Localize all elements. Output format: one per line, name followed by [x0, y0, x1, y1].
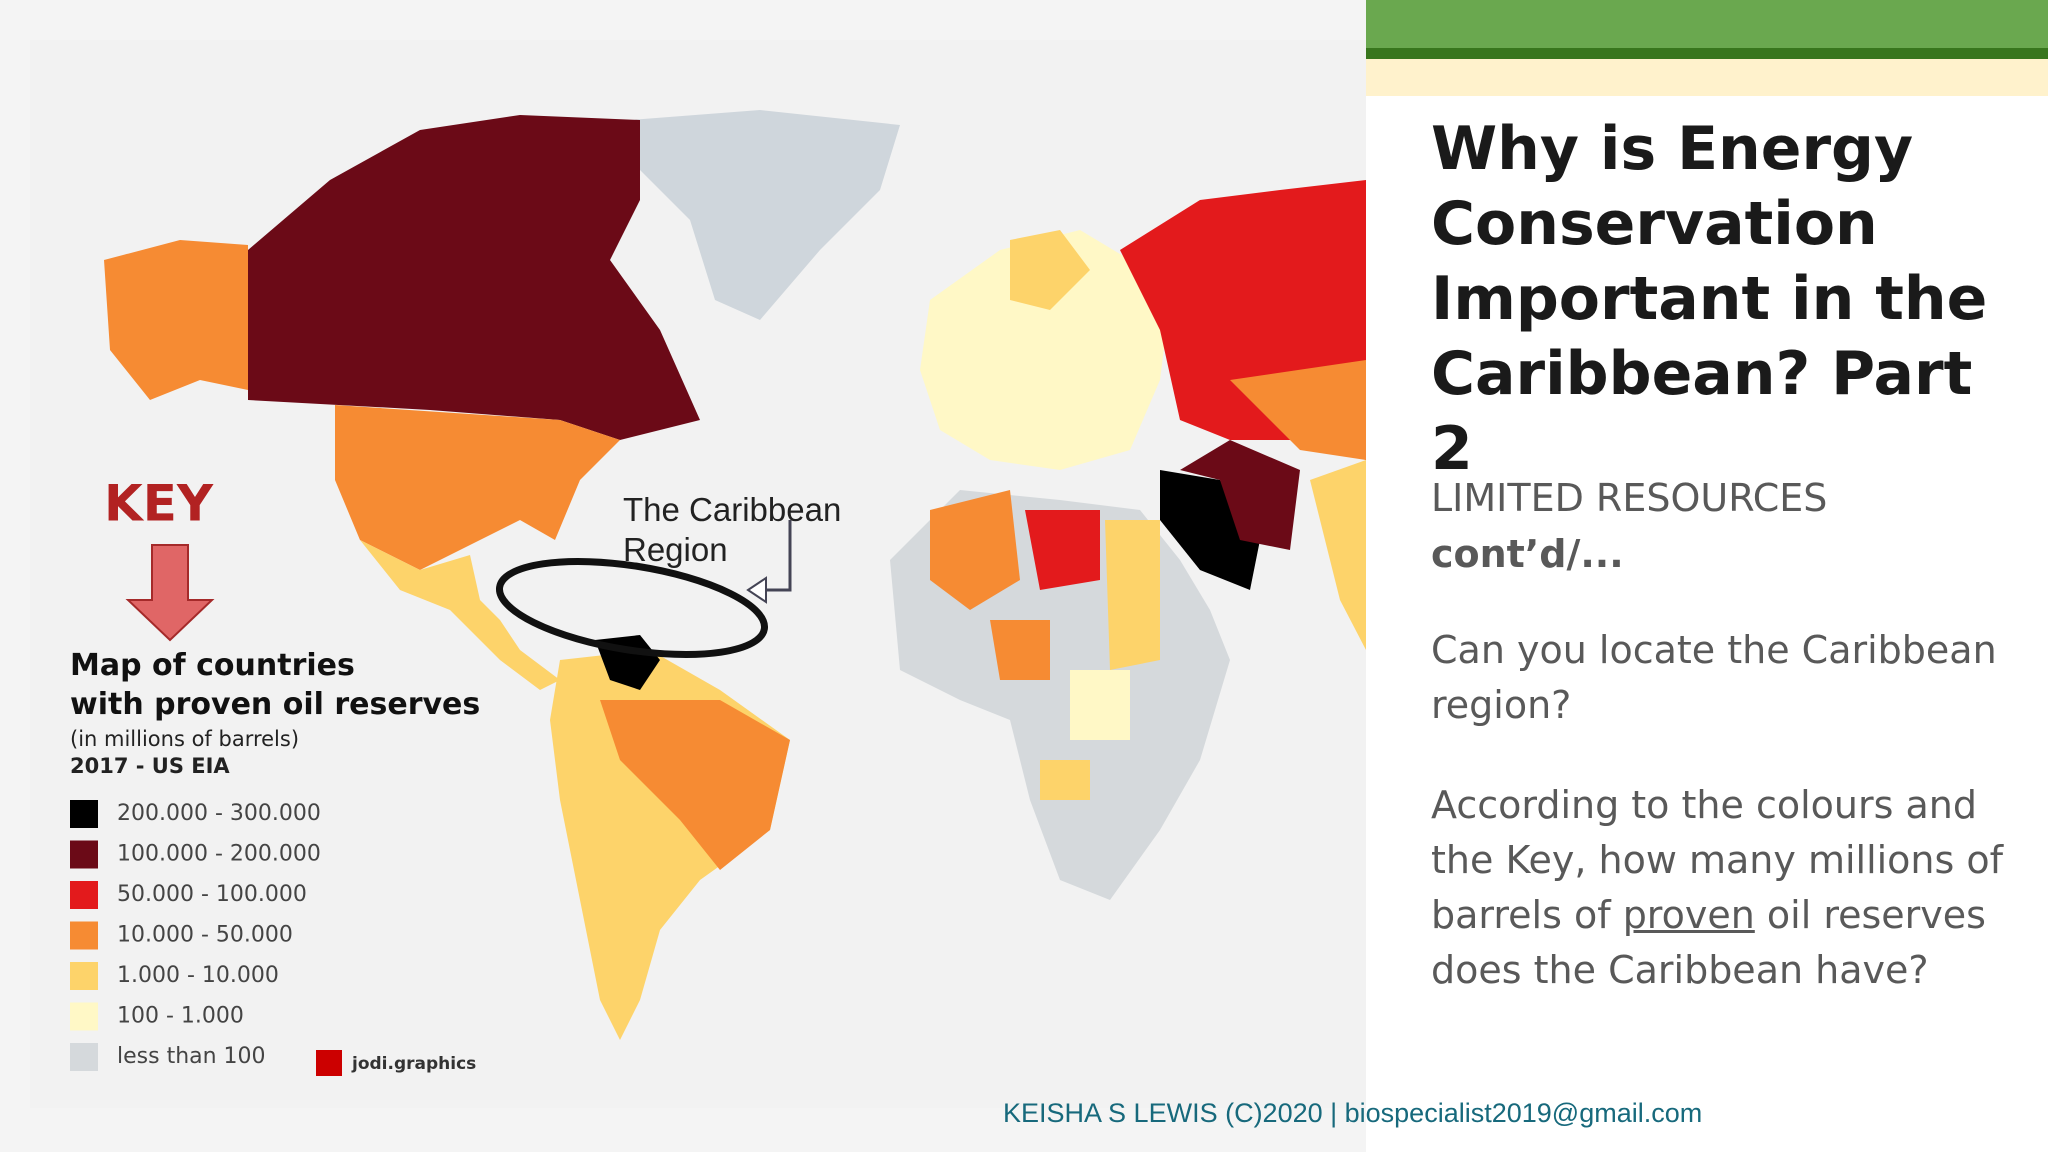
- question-2: According to the colours and the Key, ho…: [1431, 778, 2021, 998]
- slide-title: Why is Energy Conservation Important in …: [1431, 114, 1988, 484]
- norway: [1010, 230, 1090, 310]
- alaska: [104, 240, 248, 400]
- legend-label: 50.000 - 100.000: [117, 882, 307, 907]
- libya: [1025, 510, 1100, 590]
- annotation-text: The Caribbean Region: [623, 491, 841, 568]
- legend-swatch: [70, 840, 98, 869]
- top-bar-dark: [1366, 48, 2048, 59]
- legend-source: 2017 - US EIA: [70, 754, 230, 778]
- legend-subtitle: (in millions of barrels): [70, 727, 299, 751]
- text-panel: Why is Energy Conservation Important in …: [1366, 0, 2048, 1152]
- central-africa: [1070, 670, 1130, 740]
- algeria: [930, 490, 1020, 610]
- legend-swatch: [70, 921, 98, 950]
- saudi-arabia: [1160, 470, 1260, 590]
- section-title: LIMITED RESOURCES: [1431, 476, 1828, 520]
- top-bar: [1366, 0, 2048, 48]
- question-1: Can you locate the Caribbean region?: [1431, 628, 1997, 727]
- top-bar-cream: [1366, 59, 2048, 96]
- iran-iraq: [1180, 440, 1300, 550]
- legend-title: Map of countries with proven oil reserves: [70, 648, 480, 722]
- legend-swatch: [70, 1002, 98, 1031]
- map: KEY Map of countries with proven oil rese…: [70, 110, 1366, 1076]
- credit-logo: [316, 1050, 342, 1076]
- legend-label: less than 100: [117, 1044, 266, 1069]
- brazil: [600, 700, 790, 870]
- greenland: [630, 110, 900, 320]
- angola: [1040, 760, 1090, 800]
- question-2-start: According to the colours and the Key, ho…: [1431, 783, 2004, 937]
- credit: jodi.graphics: [351, 1054, 476, 1074]
- canada: [248, 115, 700, 440]
- sudan-egypt: [1105, 520, 1160, 670]
- legend-label: 10.000 - 50.000: [117, 923, 293, 948]
- europe: [920, 230, 1170, 470]
- kazakhstan: [1230, 360, 1366, 460]
- caribbean-ring: [495, 558, 769, 658]
- legend-label: 200.000 - 300.000: [117, 801, 321, 826]
- legend-swatch: [70, 881, 98, 909]
- india: [1310, 460, 1366, 650]
- legend-swatch: [70, 962, 98, 990]
- mexico: [360, 540, 560, 690]
- key-arrow: [125, 544, 215, 642]
- legend: Map of countries with proven oil reserves…: [70, 648, 480, 1071]
- legend-label: 100 - 1.000: [117, 1004, 244, 1029]
- section: LIMITED RESOURCES cont’d/...: [1431, 470, 1827, 582]
- annotation-arrowhead: [746, 576, 767, 604]
- legend-label: 100.000 - 200.000: [117, 842, 321, 867]
- legend-swatch: [70, 1043, 98, 1071]
- key-label: KEY: [104, 475, 214, 533]
- question-2-end: oil reserves does the Caribbean have?: [1431, 893, 1986, 992]
- legend-swatch: [70, 800, 98, 828]
- footer: KEISHA S LEWIS (C)2020 | biospecialist20…: [1003, 1098, 1703, 1128]
- usa: [335, 405, 620, 570]
- section-cont: cont’d/...: [1431, 532, 1624, 576]
- annotation-arrow: [760, 520, 792, 592]
- legend-label: 1.000 - 10.000: [117, 963, 279, 988]
- question-2-underlined: proven: [1622, 893, 1755, 937]
- nigeria: [990, 620, 1050, 680]
